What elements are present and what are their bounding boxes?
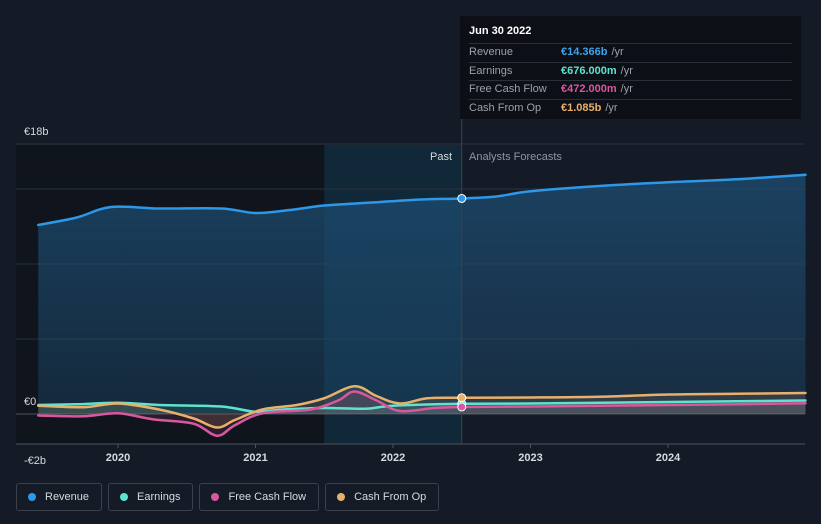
x-tick-label: 2021 — [243, 452, 267, 464]
y-tick-label: -€2b — [24, 455, 46, 467]
y-tick-label: €0 — [24, 396, 36, 408]
tooltip-panel: Jun 30 2022 Revenue €14.366b /yr Earning… — [460, 16, 801, 119]
x-tick-label: 2024 — [656, 452, 681, 464]
cash-from-op-line — [37, 385, 807, 429]
free-cash-flow-dot-icon — [211, 493, 220, 501]
tooltip-unit: /yr — [611, 46, 624, 58]
tooltip-value: €14.366b — [561, 46, 608, 58]
earnings-dot-icon — [120, 493, 129, 501]
revenue-area — [38, 174, 806, 436]
cash-from-op-dot-icon — [337, 493, 346, 501]
x-tick-label: 2022 — [381, 452, 405, 464]
revenue-line — [37, 173, 807, 227]
y-tick-label: €18b — [24, 126, 48, 138]
legend-label: Earnings — [137, 491, 181, 503]
x-axis-labels: 2020 2021 2022 2023 2024 — [106, 444, 681, 464]
revenue-dot-icon — [28, 493, 36, 501]
legend: Revenue Earnings Free Cash Flow Cash Fro… — [16, 483, 440, 511]
tooltip-unit: /yr — [620, 83, 633, 95]
tooltip-row-revenue: Revenue €14.366b /yr — [469, 43, 792, 62]
legend-item-revenue[interactable]: Revenue — [16, 483, 103, 511]
y-axis-labels: €18b €0 -€2b — [24, 126, 48, 467]
free-cash-flow-line — [37, 390, 807, 437]
tooltip-label: Free Cash Flow — [469, 83, 547, 95]
x-tick-label: 2023 — [518, 452, 542, 464]
revenue-marker — [457, 193, 467, 203]
earnings-line — [37, 399, 807, 414]
earnings-area — [38, 400, 806, 414]
tooltip-label: Earnings — [469, 64, 513, 77]
cash-from-op-marker — [457, 393, 467, 403]
legend-item-free-cash-flow[interactable]: Free Cash Flow — [199, 483, 320, 511]
legend-label: Free Cash Flow — [228, 491, 307, 503]
series-lines — [37, 173, 807, 437]
tooltip-row-free-cash-flow: Free Cash Flow €472.000m /yr — [469, 80, 792, 99]
tooltip-value: €1.085b — [561, 101, 602, 114]
tooltip-value: €676.000m — [561, 64, 617, 77]
legend-item-earnings[interactable]: Earnings — [108, 483, 194, 511]
tooltip-markers — [457, 193, 467, 412]
tooltip-unit: /yr — [605, 101, 618, 114]
tooltip-label: Revenue — [469, 46, 514, 58]
tooltip-row-earnings: Earnings €676.000m /yr — [469, 61, 792, 81]
tooltip-row-cash-from-op: Cash From Op €1.085b /yr — [469, 98, 792, 118]
legend-label: Revenue — [45, 491, 90, 503]
free-cash-flow-area — [38, 391, 806, 436]
tooltip-value: €472.000m — [561, 83, 617, 95]
tooltip-date: Jun 30 2022 — [469, 25, 532, 37]
revenue-area — [38, 174, 806, 414]
legend-label: Cash From Op — [354, 491, 427, 503]
tooltip-unit: /yr — [620, 64, 633, 77]
x-tick-label: 2020 — [106, 452, 130, 464]
free-cash-flow-marker — [457, 402, 467, 412]
forecast-label: Analysts Forecasts — [469, 151, 562, 163]
past-label: Past — [430, 151, 452, 163]
tooltip-label: Cash From Op — [469, 101, 542, 114]
legend-item-cash-from-op[interactable]: Cash From Op — [325, 483, 440, 511]
